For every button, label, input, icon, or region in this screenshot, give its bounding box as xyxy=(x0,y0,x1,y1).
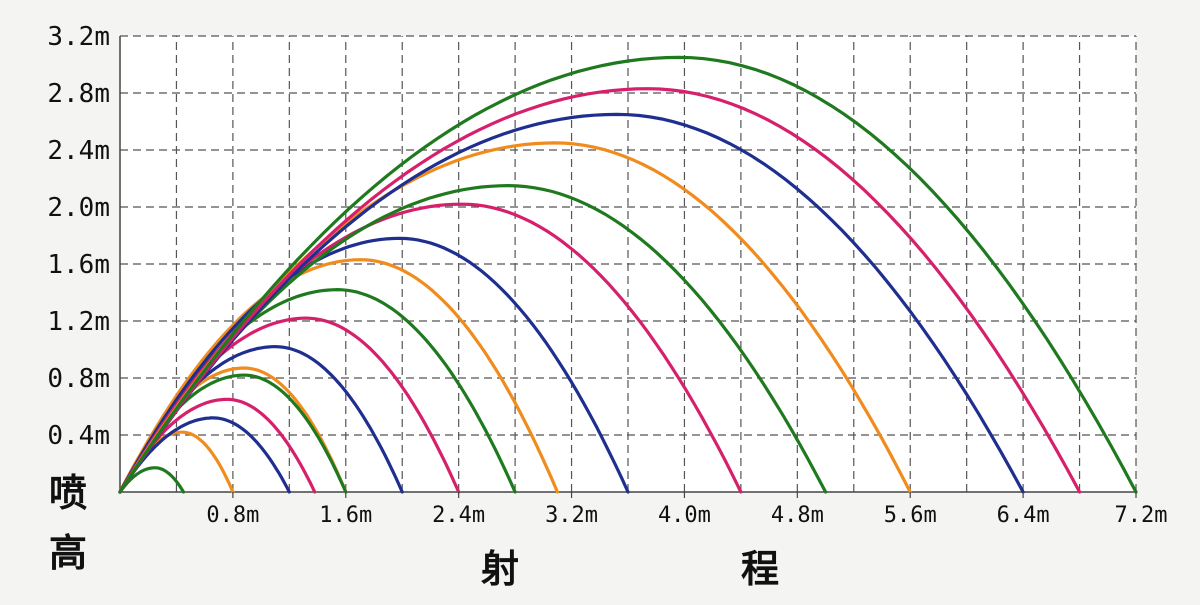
x-tick-labels: 0.8m 1.6m 2.4m 3.2m 4.0m 4.8m 5.6m 6.4m 7.2m xyxy=(206,492,1167,528)
y-tick-label: 3.2m xyxy=(47,22,110,52)
y-tick-label: 0.4m xyxy=(47,421,110,451)
y-tick-label: 1.2m xyxy=(47,307,110,337)
x-axis-label-char-2: 程 xyxy=(741,547,779,591)
x-tick-label: 4.0m xyxy=(658,503,711,528)
y-tick-label: 2.8m xyxy=(47,79,110,109)
trajectory-curve-orange xyxy=(118,258,559,494)
y-tick-label: 1.6m xyxy=(47,250,110,280)
trajectory-curve-pink xyxy=(118,87,1082,494)
x-tick-label: 1.6m xyxy=(319,503,372,528)
x-tick-label: 6.4m xyxy=(997,503,1050,528)
y-tick-label: 0.8m xyxy=(47,364,110,394)
trajectory-curve-green xyxy=(118,55,1138,494)
x-tick-label: 2.4m xyxy=(432,503,485,528)
x-tick-label: 7.2m xyxy=(1115,503,1168,528)
y-axis-label-char-2: 高 xyxy=(49,531,87,575)
y-tick-label: 2.0m xyxy=(47,193,110,223)
x-axis-label-char-1: 射 xyxy=(481,547,519,591)
x-tick-label: 0.8m xyxy=(206,503,259,528)
trajectory-curve-green xyxy=(118,466,186,494)
y-axis-label-char-1: 喷 xyxy=(49,471,87,515)
grid xyxy=(120,35,1137,492)
x-tick-label: 5.6m xyxy=(884,503,937,528)
trajectory-curve-navy xyxy=(118,236,630,494)
trajectory-curve-navy xyxy=(118,112,1025,494)
y-tick-label: 2.4m xyxy=(47,136,110,166)
trajectory-curve-navy xyxy=(118,416,291,494)
x-tick-label: 4.8m xyxy=(771,503,824,528)
y-tick-labels: 0.4m 0.8m 1.2m 1.6m 2.0m 2.4m 2.8m 3.2m xyxy=(47,22,110,451)
x-tick-label: 3.2m xyxy=(545,503,598,528)
series-curves xyxy=(118,55,1138,494)
